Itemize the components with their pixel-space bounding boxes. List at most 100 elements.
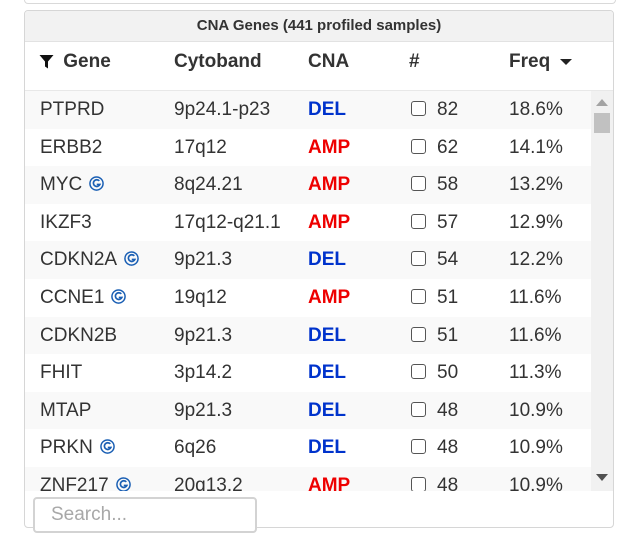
gene-name[interactable]: CDKN2A	[40, 249, 118, 271]
table-row[interactable]: PTPRD 9p24.1-p23 DEL 82 18.6%	[25, 91, 591, 129]
freq-cell: 18.6%	[509, 99, 563, 120]
oncokb-g-icon[interactable]	[115, 477, 131, 491]
freq-cell: 12.2%	[509, 249, 563, 271]
count-cell: 51	[437, 324, 459, 346]
table-row[interactable]: CDKN2A 9p21.3 DEL 54 12.2%	[25, 241, 591, 279]
table-row[interactable]: ZNF217 20q13.2 AMP 48 10.9%	[25, 467, 591, 491]
sort-desc-icon	[560, 58, 573, 65]
gene-name[interactable]: ZNF217	[40, 475, 109, 491]
gene-name[interactable]: FHIT	[40, 362, 83, 384]
oncokb-g-icon[interactable]	[124, 251, 139, 267]
cytoband-cell: 17q12-q21.1	[174, 211, 281, 233]
gene-cell[interactable]: CDKN2A	[40, 241, 139, 278]
table-row[interactable]: MTAP 9p21.3 DEL 48 10.9%	[25, 391, 591, 430]
cna-cell: AMP	[308, 287, 351, 308]
search-input[interactable]	[33, 497, 257, 533]
gene-cell[interactable]: CDKN2B	[40, 317, 117, 354]
cytoband-cell: 9p24.1-p23	[174, 99, 271, 120]
cna-cell: AMP	[308, 174, 351, 196]
scrollbar[interactable]	[591, 91, 613, 491]
scroll-up-arrow-icon[interactable]	[596, 99, 608, 106]
column-header-freq-label: Freq	[509, 51, 551, 72]
count-cell: 57	[437, 211, 459, 233]
count-cell: 50	[437, 362, 459, 384]
row-checkbox[interactable]	[411, 213, 426, 229]
column-header-gene[interactable]: Gene	[39, 42, 111, 82]
column-header-cytoband[interactable]: Cytoband	[174, 51, 262, 72]
scrollbar-thumb[interactable]	[594, 113, 610, 133]
cna-cell: DEL	[308, 249, 346, 271]
row-checkbox[interactable]	[411, 439, 426, 455]
freq-cell: 11.6%	[509, 287, 562, 308]
oncokb-g-icon[interactable]	[89, 176, 105, 191]
cytoband-cell: 8q24.21	[174, 174, 243, 196]
cytoband-cell: 9p21.3	[174, 399, 233, 421]
cna-cell: AMP	[308, 211, 351, 233]
row-checkbox[interactable]	[411, 326, 426, 342]
table-row[interactable]: CCNE1 19q12 AMP 51 11.6%	[25, 279, 591, 317]
row-checkbox[interactable]	[411, 251, 426, 267]
cna-cell: DEL	[308, 399, 346, 421]
gene-cell[interactable]: CCNE1	[40, 279, 127, 316]
table-row[interactable]: FHIT 3p14.2 DEL 50 11.3%	[25, 354, 591, 392]
cna-cell: DEL	[308, 437, 346, 459]
gene-name[interactable]: PRKN	[40, 437, 93, 459]
freq-cell: 13.2%	[509, 174, 563, 196]
table-body: PTPRD 9p24.1-p23 DEL 82 18.6% ERBB2 17q12 AMP 62…	[25, 91, 591, 491]
cna-cell: DEL	[308, 99, 346, 120]
gene-cell[interactable]: FHIT	[40, 354, 82, 391]
row-checkbox[interactable]	[411, 176, 426, 192]
cna-cell: DEL	[308, 324, 346, 346]
count-cell: 62	[437, 136, 459, 158]
table-row[interactable]: ERBB2 17q12 AMP 62 14.1%	[25, 129, 591, 167]
table-header: Gene Cytoband CNA # Freq	[25, 42, 613, 92]
previous-panel-edge	[24, 0, 616, 4]
column-header-gene-label: Gene	[63, 51, 111, 72]
count-cell: 82	[437, 99, 459, 120]
cytoband-cell: 3p14.2	[174, 362, 233, 384]
cytoband-cell: 17q12	[174, 136, 227, 158]
table-row[interactable]: PRKN 6q26 DEL 48 10.9%	[25, 429, 591, 467]
column-header-freq[interactable]: Freq	[509, 42, 573, 82]
filter-icon[interactable]	[39, 54, 54, 70]
row-checkbox[interactable]	[411, 401, 426, 417]
count-cell: 48	[437, 399, 459, 421]
cytoband-cell: 9p21.3	[174, 249, 233, 271]
row-checkbox[interactable]	[411, 477, 426, 491]
count-cell: 58	[437, 174, 459, 196]
column-header-cna[interactable]: CNA	[308, 51, 350, 72]
gene-cell[interactable]: PTPRD	[40, 91, 104, 128]
row-checkbox[interactable]	[411, 138, 426, 154]
row-checkbox[interactable]	[411, 289, 426, 304]
gene-cell[interactable]: MTAP	[40, 392, 91, 429]
gene-cell[interactable]: PRKN	[40, 429, 115, 466]
column-header-count[interactable]: #	[409, 51, 420, 72]
table-row[interactable]: CDKN2B 9p21.3 DEL 51 11.6%	[25, 316, 591, 355]
gene-name[interactable]: IKZF3	[40, 211, 92, 233]
freq-cell: 14.1%	[509, 136, 563, 158]
cna-cell: AMP	[308, 136, 351, 158]
oncokb-g-icon[interactable]	[111, 289, 127, 304]
gene-cell[interactable]: MYC	[40, 166, 105, 203]
cna-cell: AMP	[308, 475, 351, 491]
freq-cell: 10.9%	[509, 399, 563, 421]
gene-name[interactable]: CCNE1	[40, 287, 105, 308]
count-cell: 51	[437, 287, 459, 308]
gene-name[interactable]: CDKN2B	[40, 324, 118, 346]
gene-name[interactable]: ERBB2	[40, 136, 103, 158]
gene-cell[interactable]: IKZF3	[40, 204, 92, 241]
oncokb-g-icon[interactable]	[99, 439, 115, 455]
table-row[interactable]: MYC 8q24.21 AMP 58 13.2%	[25, 166, 591, 204]
table-row[interactable]: IKZF3 17q12-q21.1 AMP 57 12.9%	[25, 204, 591, 242]
cytoband-cell: 19q12	[174, 287, 227, 308]
gene-name[interactable]: MYC	[40, 174, 83, 196]
row-checkbox[interactable]	[411, 101, 426, 116]
gene-name[interactable]: MTAP	[40, 399, 92, 421]
cytoband-cell: 9p21.3	[174, 324, 233, 346]
gene-cell[interactable]: ZNF217	[40, 467, 131, 491]
cytoband-cell: 20q13.2	[174, 475, 243, 491]
gene-cell[interactable]: ERBB2	[40, 129, 102, 166]
gene-name[interactable]: PTPRD	[40, 99, 105, 120]
row-checkbox[interactable]	[411, 364, 426, 380]
scroll-down-arrow-icon[interactable]	[596, 474, 608, 481]
